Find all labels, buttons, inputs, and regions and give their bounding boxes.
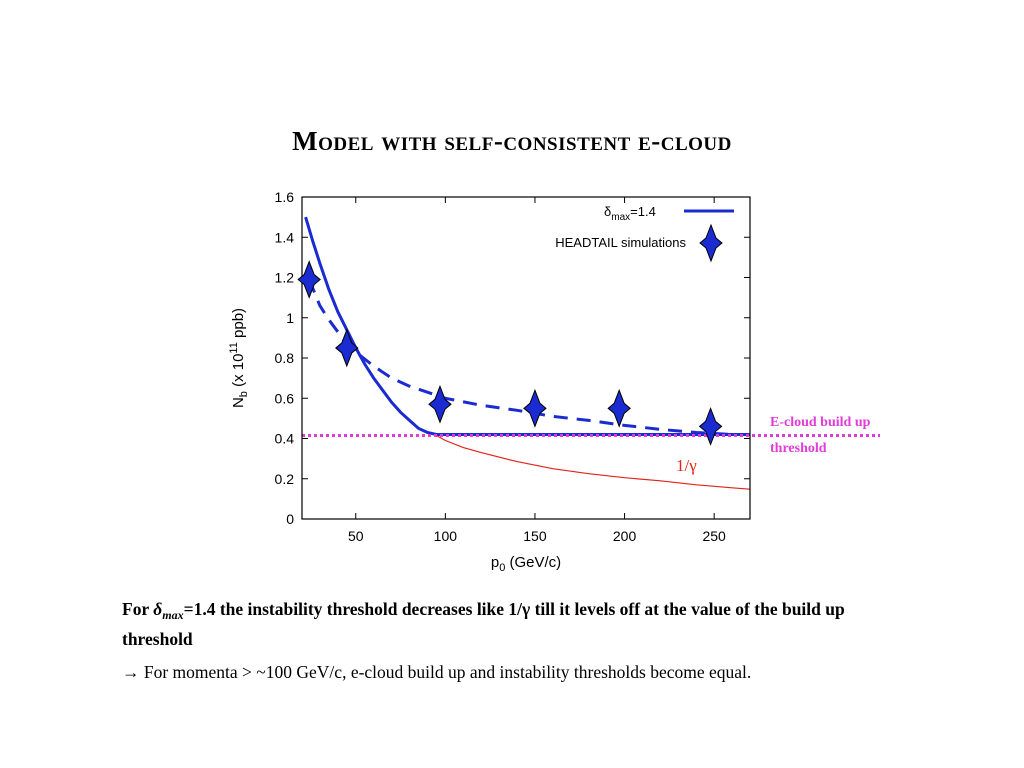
caption-for: For [122, 599, 154, 619]
y-tick-label: 0 [286, 511, 294, 527]
annotation-ecloud-line2: threshold [770, 441, 827, 456]
y-tick-label: 1.2 [275, 270, 295, 286]
x-tick-label: 150 [523, 528, 547, 544]
y-tick-label: 0.8 [275, 350, 295, 366]
data-point-star [523, 388, 547, 428]
annotation-ecloud-line1: E-cloud build up [770, 415, 871, 430]
data-point-star [297, 260, 321, 299]
y-tick-label: 1.4 [275, 229, 295, 245]
plot-frame [301, 196, 751, 520]
x-label-p: p [491, 554, 499, 571]
y-tick-label: 0.4 [275, 431, 295, 447]
markers-layer [297, 260, 723, 446]
chart: 50 100 150 200 250 0 0.2 0.4 0.6 0.8 1 1.2 1.4 1.6 δm… [228, 189, 880, 574]
y-tick-label: 0.6 [275, 390, 295, 406]
series-solid-blue-line [304, 216, 750, 436]
data-point-star [335, 328, 359, 368]
legend-delta-sub: max [611, 212, 630, 223]
x-tick-label: 200 [613, 528, 637, 544]
x-tick-label: 250 [702, 528, 726, 544]
caption-paragraph-2: → For momenta > ~100 GeV/c, e-cloud buil… [122, 662, 752, 682]
data-point-star [428, 384, 452, 424]
slide-title: Model with self-consistent e-cloud [292, 126, 732, 156]
caption-delta: δ [153, 599, 163, 619]
axis-ticks: 50 100 150 200 250 0 0.2 0.4 0.6 0.8 1 1.2 1.4 1.6 [275, 189, 750, 544]
plot-area [304, 216, 750, 490]
data-point-star [698, 407, 723, 446]
caption-delta-sub: max [162, 608, 184, 622]
legend-star-marker [699, 223, 723, 263]
y-axis-label: Nb (x 1011 ppb) [228, 308, 250, 408]
legend: δmax=1.4 HEADTAIL simulations [555, 204, 734, 263]
legend-entry-markers: HEADTAIL simulations [555, 235, 686, 250]
series-dashed-blue-line [307, 278, 733, 436]
x-axis-label: p0 (GeV/c) [491, 554, 561, 574]
data-point-star [607, 388, 631, 428]
y-label-n: N [230, 397, 247, 408]
annotation-inv-gamma: 1/γ [676, 456, 697, 475]
x-tick-label: 100 [434, 528, 458, 544]
x-label-unit: (GeV/c) [505, 554, 561, 571]
y-tick-label: 1.6 [275, 189, 295, 205]
legend-marker-star-icon [699, 223, 723, 263]
y-label-unit: ppb) [230, 308, 247, 342]
y-label-sup: 11 [228, 342, 240, 353]
y-tick-label: 0.2 [275, 471, 295, 487]
legend-delta-symbol: δ [604, 204, 611, 219]
legend-entry-delta: δmax=1.4 [604, 204, 656, 223]
y-label-pre: (x 10 [230, 354, 247, 392]
y-label-sub: b [238, 391, 250, 397]
caption-rest: =1.4 the instability threshold decreases… [122, 599, 845, 649]
y-tick-label: 1 [286, 310, 294, 326]
x-label-sub: 0 [499, 562, 505, 574]
x-tick-label: 50 [348, 528, 364, 544]
legend-delta-value: =1.4 [630, 204, 656, 219]
series-inv-gamma-line [436, 434, 750, 490]
caption-paragraph-1: For δmax=1.4 the instability threshold d… [122, 597, 912, 651]
